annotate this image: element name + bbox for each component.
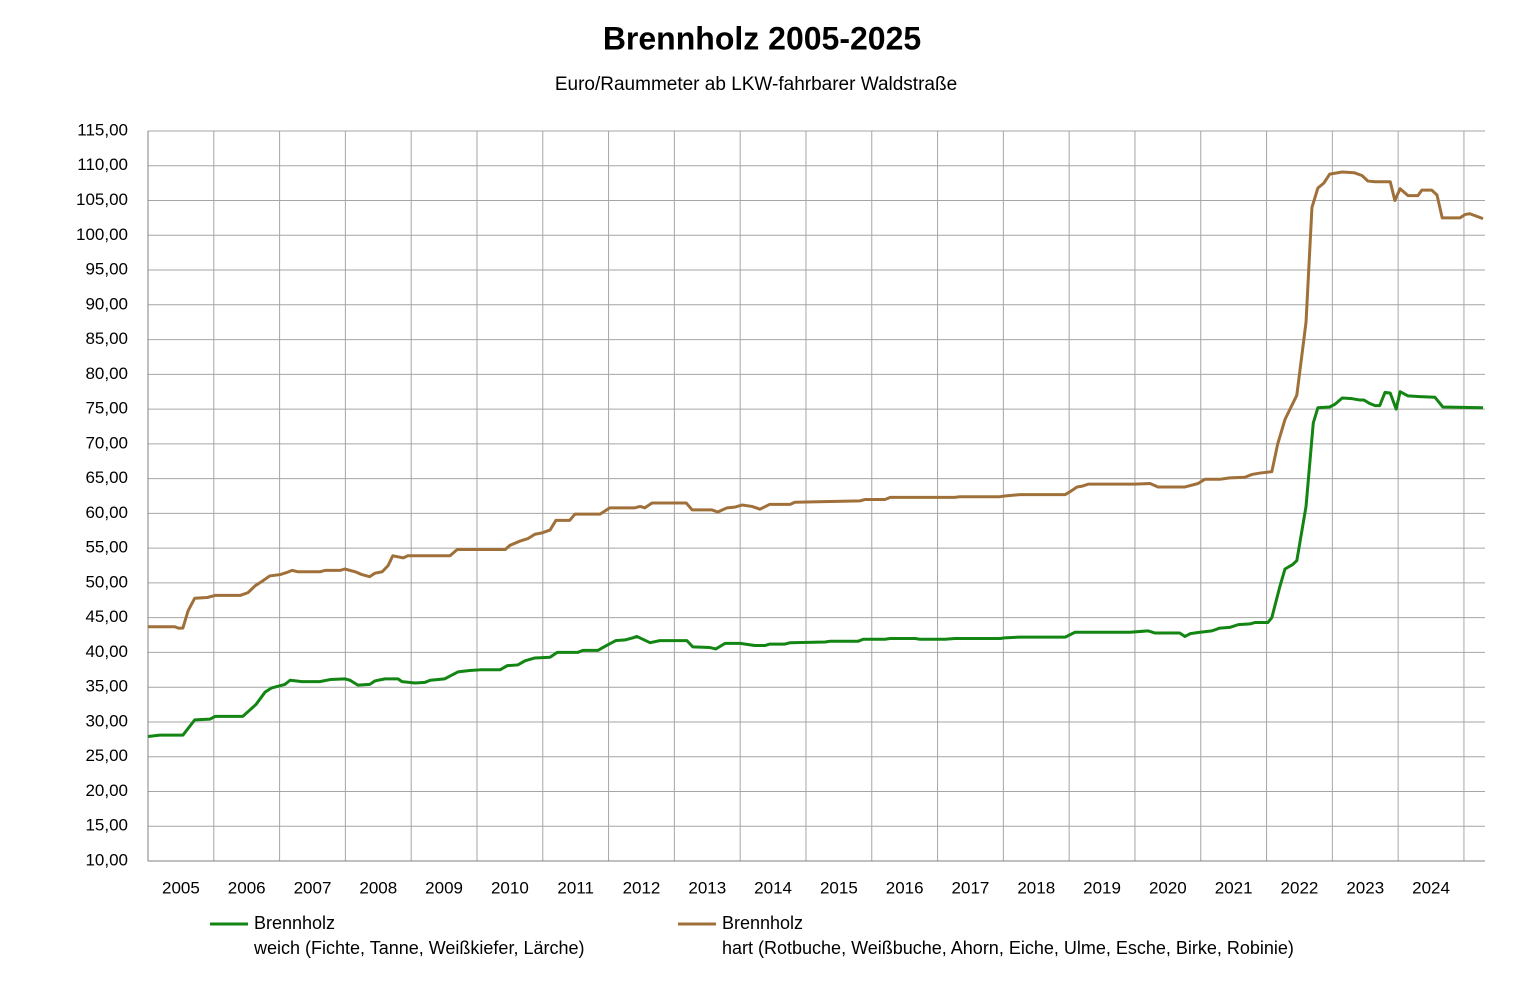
y-tick-label: 35,00 xyxy=(85,677,128,696)
x-tick-label: 2019 xyxy=(1083,878,1121,897)
x-tick-label: 2012 xyxy=(623,878,661,897)
y-tick-label: 65,00 xyxy=(85,468,128,487)
x-tick-label: 2023 xyxy=(1346,878,1384,897)
x-tick-label: 2007 xyxy=(294,878,332,897)
y-tick-label: 30,00 xyxy=(85,711,128,730)
series-line xyxy=(147,390,1484,739)
y-tick-label: 50,00 xyxy=(85,572,128,591)
x-tick-label: 2014 xyxy=(754,878,792,897)
chart-subtitle: Euro/Raummeter ab LKW-fahrbarer Waldstra… xyxy=(555,74,957,95)
y-tick-label: 75,00 xyxy=(85,399,128,418)
y-tick-label: 95,00 xyxy=(85,260,128,279)
y-tick-label: 15,00 xyxy=(85,816,128,835)
x-tick-label: 2006 xyxy=(228,878,266,897)
legend-description: hart (Rotbuche, Weißbuche, Ahorn, Eiche,… xyxy=(722,938,1294,958)
plot-lines xyxy=(147,170,1484,739)
chart-title: Brennholz 2005-2025 xyxy=(603,20,921,56)
x-tick-label: 2016 xyxy=(886,878,924,897)
series-line xyxy=(148,170,1484,630)
x-tick-label: 2011 xyxy=(557,878,594,897)
x-tick-label: 2024 xyxy=(1412,878,1450,897)
x-tick-label: 2008 xyxy=(359,878,397,897)
legend-label: Brennholz xyxy=(254,913,335,933)
axis-labels: 10,00 15,00 20,00 25,00 30,00 35,00 40,00 45,00… xyxy=(76,120,1450,897)
legend-description: weich (Fichte, Tanne, Weißkiefer, Lärche… xyxy=(253,938,584,958)
y-tick-label: 20,00 xyxy=(85,781,128,800)
grid xyxy=(147,130,1485,862)
y-tick-label: 110,00 xyxy=(77,155,128,174)
y-tick-label: 105,00 xyxy=(76,190,128,209)
y-tick-label: 100,00 xyxy=(76,225,128,244)
y-tick-label: 85,00 xyxy=(85,329,128,348)
legend-label: Brennholz xyxy=(722,913,803,933)
x-tick-label: 2010 xyxy=(491,878,529,897)
y-tick-label: 70,00 xyxy=(85,433,128,452)
x-tick-label: 2005 xyxy=(162,878,200,897)
y-tick-label: 115,00 xyxy=(77,120,128,139)
x-tick-label: 2021 xyxy=(1215,878,1253,897)
y-tick-label: 10,00 xyxy=(85,850,128,869)
x-tick-label: 2022 xyxy=(1281,878,1319,897)
x-tick-label: 2017 xyxy=(952,878,990,897)
x-tick-label: 2018 xyxy=(1017,878,1055,897)
y-tick-label: 45,00 xyxy=(85,607,128,626)
x-tick-label: 2013 xyxy=(688,878,726,897)
y-tick-label: 80,00 xyxy=(85,364,128,383)
y-tick-label: 90,00 xyxy=(85,294,128,313)
x-tick-label: 2020 xyxy=(1149,878,1187,897)
legend: Brennholz weich (Fichte, Tanne, Weißkiefe… xyxy=(210,913,1294,958)
y-tick-label: 40,00 xyxy=(85,642,128,661)
x-tick-label: 2015 xyxy=(820,878,858,897)
y-tick-label: 25,00 xyxy=(85,746,128,765)
y-tick-label: 60,00 xyxy=(85,503,128,522)
x-tick-label: 2009 xyxy=(425,878,463,897)
y-tick-label: 55,00 xyxy=(85,538,128,557)
